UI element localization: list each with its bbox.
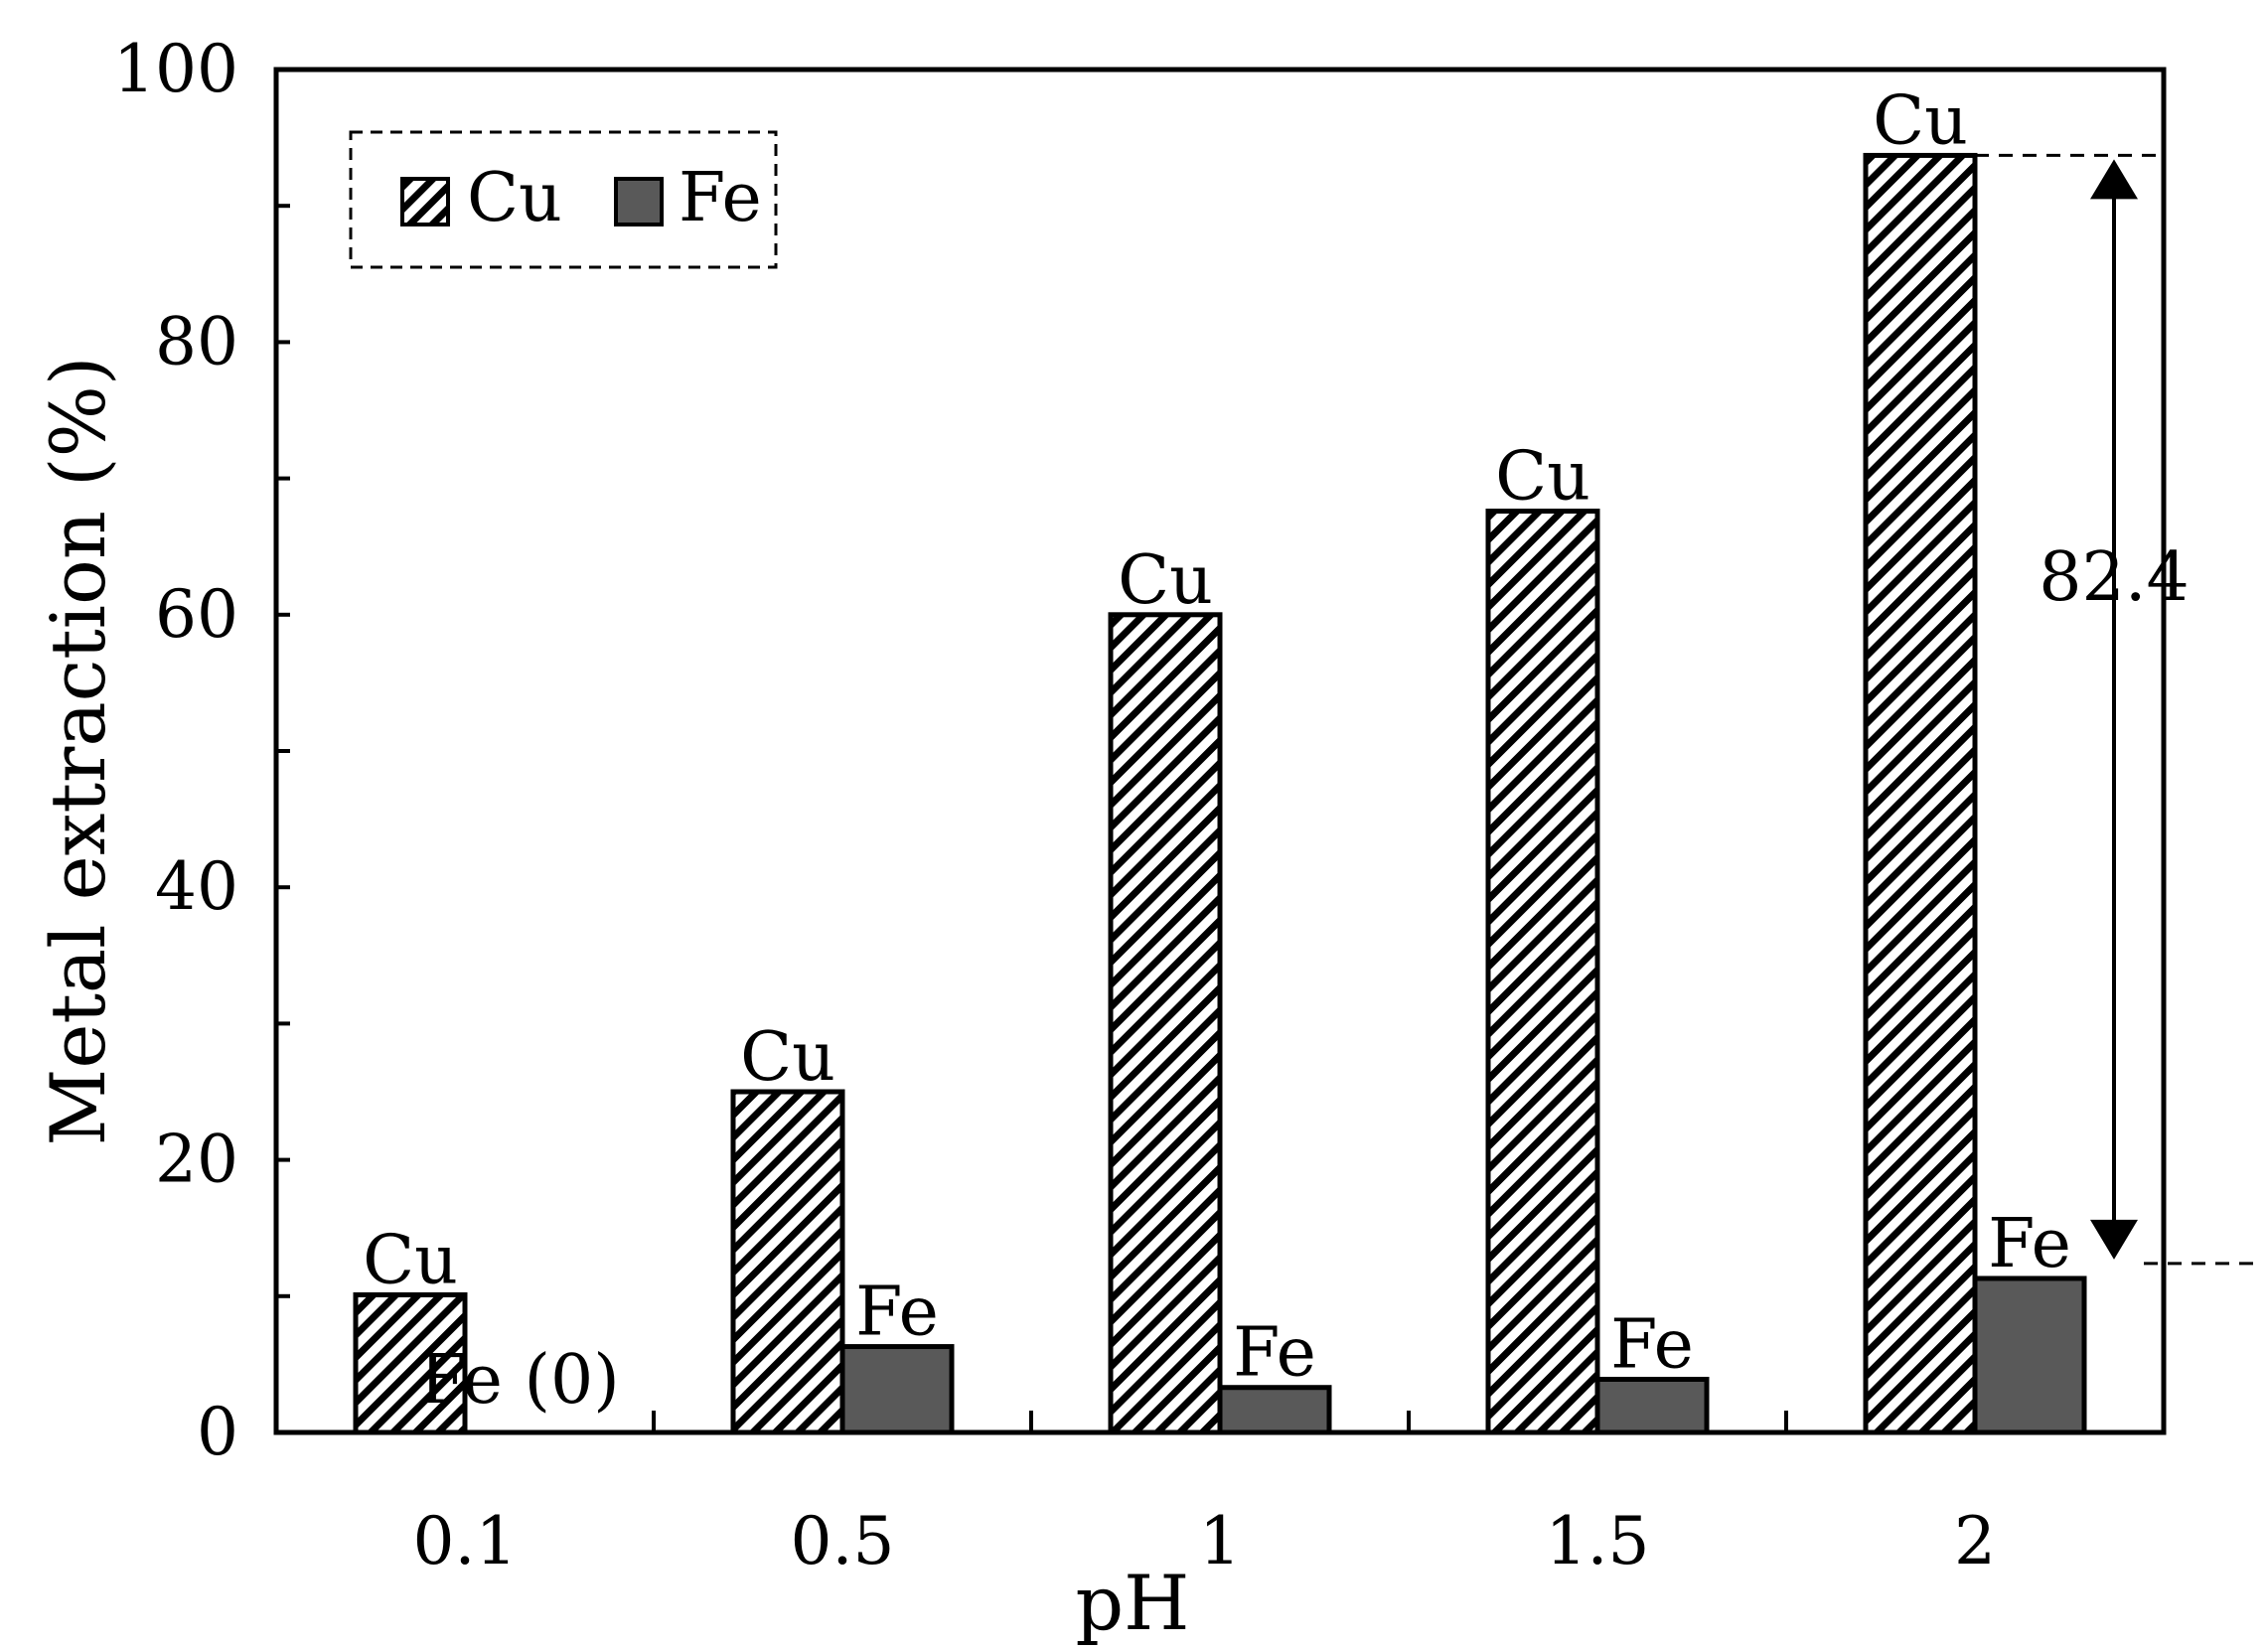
y-axis: 0 20 40 60 80 100 <box>113 31 290 1470</box>
legend-label-cu: Cu <box>467 159 562 237</box>
bar-cu-1.5 <box>1485 509 1600 1435</box>
x-tick-label: 2 <box>1954 1503 1996 1579</box>
bar-label-cu-0.1: Cu <box>363 1221 458 1299</box>
bar-fe-1.5 <box>1594 1376 1710 1435</box>
annotation-label: 82.4 <box>2039 538 2189 617</box>
y-tick-label: 40 <box>155 848 238 925</box>
legend-box <box>349 130 778 269</box>
bar-label-fe-1: Fe <box>1233 1314 1316 1393</box>
difference-annotation: 82.4 <box>1975 153 2257 1266</box>
bar-label-fe-2: Fe <box>1988 1205 2071 1283</box>
bar-label-cu-1: Cu <box>1118 541 1213 620</box>
legend-swatch-fe <box>614 177 664 226</box>
x-tick-label: 1.5 <box>1546 1503 1650 1579</box>
x-tick-label: 1 <box>1199 1503 1241 1579</box>
y-tick-label: 80 <box>155 303 238 379</box>
legend-swatch-cu <box>400 177 450 226</box>
x-tick-label: 0.1 <box>413 1503 518 1579</box>
x-tick-label: 0.5 <box>791 1503 895 1579</box>
bar-cu-1 <box>1108 612 1223 1435</box>
bar-label-cu-0.5: Cu <box>740 1018 835 1097</box>
bar-cu-0.5 <box>730 1089 845 1435</box>
bar-fe-0.5 <box>839 1344 955 1435</box>
y-tick-label: 0 <box>197 1394 238 1470</box>
bars-layer <box>353 152 2087 1435</box>
x-axis: 0.1 0.5 1 1.5 2 <box>413 1411 1996 1579</box>
bar-fe-1 <box>1217 1385 1332 1435</box>
bar-label-fe-0.5: Fe <box>855 1274 939 1352</box>
y-axis-title: Metal extraction (%) <box>34 357 122 1146</box>
bar-label-fe-0.1: Fe (0) <box>419 1341 620 1420</box>
bar-label-cu-1.5: Cu <box>1495 438 1590 517</box>
bar-label-fe-1.5: Fe <box>1610 1305 1694 1384</box>
x-axis-title: pH <box>1076 1559 1190 1647</box>
bar-cu-2 <box>1863 152 1978 1435</box>
bar-label-cu-2: Cu <box>1873 81 1968 160</box>
bar-labels-layer: Cu Cu Cu Cu Cu Fe (0) Fe Fe Fe Fe <box>363 81 2071 1420</box>
y-tick-label: 100 <box>113 31 238 107</box>
bar-fe-2 <box>1972 1276 2087 1435</box>
legend-label-fe: Fe <box>679 159 762 237</box>
y-tick-label: 60 <box>155 576 238 653</box>
y-tick-label: 20 <box>155 1122 238 1198</box>
annotation-arrowhead-up <box>2090 159 2138 200</box>
annotation-arrowhead-down <box>2090 1219 2138 1260</box>
legend: Cu Fe <box>349 130 778 269</box>
